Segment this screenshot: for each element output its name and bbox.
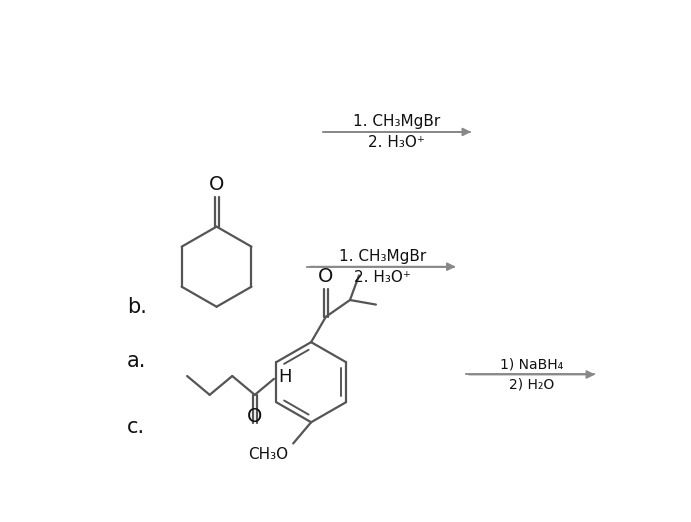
- Text: 1. CH₃MgBr: 1. CH₃MgBr: [339, 248, 426, 264]
- Text: O: O: [209, 175, 225, 194]
- Text: c.: c.: [126, 417, 145, 437]
- Text: O: O: [247, 407, 263, 425]
- Text: CH₃O: CH₃O: [249, 447, 289, 462]
- Text: 1. CH₃MgBr: 1. CH₃MgBr: [352, 114, 440, 129]
- Text: 1) NaBH₄: 1) NaBH₄: [500, 358, 564, 372]
- Text: 2. H₃O⁺: 2. H₃O⁺: [368, 135, 425, 150]
- Text: a.: a.: [126, 351, 146, 371]
- Text: 2) H₂O: 2) H₂O: [509, 377, 555, 392]
- Text: 2. H₃O⁺: 2. H₃O⁺: [354, 270, 411, 285]
- Text: H: H: [278, 369, 292, 386]
- Text: O: O: [318, 267, 334, 286]
- Text: b.: b.: [126, 298, 146, 317]
